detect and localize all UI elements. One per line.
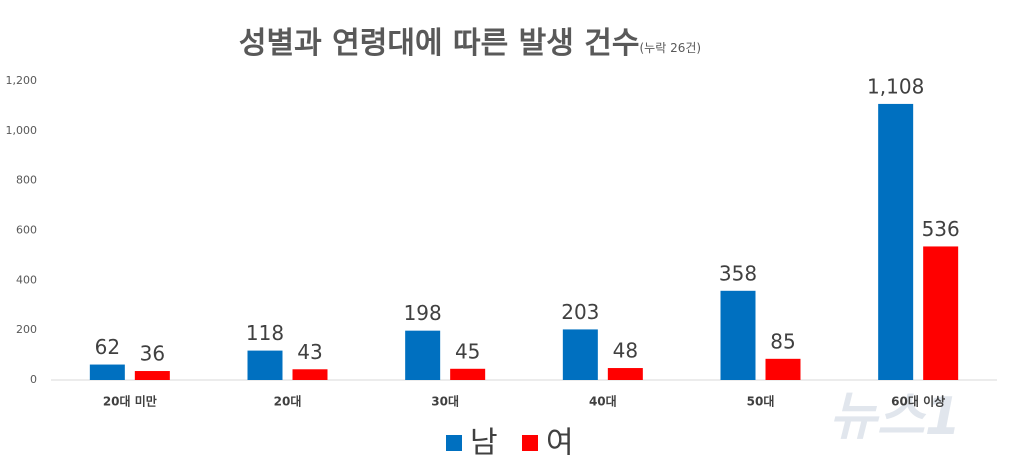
value-label: 203 — [561, 300, 599, 324]
bar — [134, 371, 170, 380]
y-tick-label: 200 — [16, 323, 37, 336]
value-label: 62 — [95, 335, 120, 359]
bar — [607, 368, 643, 380]
legend-label: 여 — [546, 426, 574, 461]
value-label: 45 — [455, 339, 480, 363]
bar — [247, 350, 283, 380]
x-tick-label: 20대 — [274, 395, 302, 409]
bar — [562, 329, 598, 380]
value-label: 85 — [770, 329, 795, 353]
bar — [89, 364, 125, 380]
chart-title: 성별과 연령대에 따른 발생 건수 — [239, 26, 640, 61]
value-label: 36 — [140, 342, 165, 366]
chart-title-group: 성별과 연령대에 따른 발생 건수(누락 26건) — [239, 26, 701, 61]
bar — [878, 103, 914, 380]
chart-subtitle: (누락 26건) — [640, 41, 702, 55]
bar — [405, 330, 441, 380]
y-tick-label: 800 — [16, 174, 37, 187]
bar — [450, 368, 486, 380]
value-label: 358 — [719, 261, 757, 285]
legend-label: 남 — [470, 426, 498, 461]
x-tick-label: 40대 — [589, 395, 617, 409]
bar — [720, 290, 756, 380]
y-tick-label: 1,200 — [6, 74, 38, 87]
y-tick-label: 600 — [16, 224, 37, 237]
y-tick-label: 1,000 — [6, 124, 38, 137]
x-tick-label: 30대 — [431, 395, 459, 409]
y-tick-label: 0 — [30, 373, 37, 386]
x-tick-label: 50대 — [747, 395, 775, 409]
value-label: 1,108 — [867, 74, 924, 98]
x-tick-label: 20대 미만 — [103, 394, 157, 409]
value-label: 198 — [404, 301, 442, 325]
value-label: 118 — [246, 321, 284, 345]
value-label: 43 — [297, 340, 322, 364]
bar — [292, 369, 328, 380]
x-tick-label: 60대 이상 — [891, 394, 945, 409]
bar — [923, 246, 959, 380]
watermark: 뉴스1 — [829, 387, 961, 447]
y-tick-label: 400 — [16, 273, 37, 286]
legend-swatch — [522, 435, 538, 451]
value-label: 536 — [922, 217, 960, 241]
bar — [765, 358, 801, 380]
value-label: 48 — [613, 339, 638, 363]
legend-swatch — [446, 435, 462, 451]
